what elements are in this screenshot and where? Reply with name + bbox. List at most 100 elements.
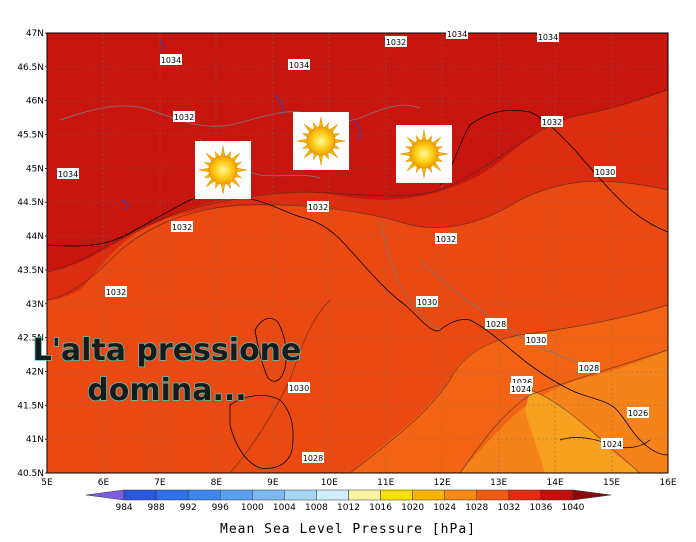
colorbar-segment	[187, 489, 221, 501]
lon-label: 11E	[377, 478, 394, 488]
lat-label: 46N	[26, 97, 44, 107]
isobar-value-labels: 1032 1034 1034 1034 1034 1032 1034 1032 1032 1032…	[57, 28, 649, 463]
colorbar-segment	[316, 489, 349, 501]
colorbar-segment	[572, 489, 612, 501]
colorbar-tick-label: 1004	[273, 503, 296, 513]
lat-label: 41.5N	[17, 401, 44, 411]
lon-label: 13E	[490, 478, 507, 488]
colorbar-segment	[444, 489, 477, 501]
colorbar-tick-label: 1012	[337, 503, 360, 513]
isobar-label: 1028	[578, 362, 600, 373]
isobar-label: 1034	[288, 59, 310, 70]
isobar-label: 1024	[510, 383, 532, 394]
svg-text:1032: 1032	[172, 223, 192, 232]
isobar-lines	[47, 89, 668, 473]
sun-icon-east	[396, 125, 452, 183]
lat-label: 45N	[26, 164, 44, 174]
sun-icon-west	[195, 141, 251, 199]
svg-text:1024: 1024	[602, 440, 622, 449]
lon-label: 16E	[659, 478, 676, 488]
isobar-label: 1032	[171, 221, 193, 232]
latitude-labels: 47N 46.5N 46N 45.5N 45N 44.5N 44N 43.5N 43N 42.5N…	[17, 29, 47, 479]
lon-label: 9E	[267, 478, 279, 488]
colorbar-tick-label: 1040	[561, 503, 584, 513]
sun-icons	[195, 112, 452, 199]
svg-text:1024: 1024	[511, 385, 531, 394]
field-1034	[47, 33, 668, 272]
svg-text:1028: 1028	[303, 454, 323, 463]
isobar-label: 1032	[173, 111, 195, 122]
overlay-text-line1: L'alta pressione	[33, 333, 302, 368]
svg-text:1030: 1030	[417, 298, 437, 307]
longitude-labels: 5E 6E 7E 8E 9E 10E 11E 12E 13E 14E 15E 16E	[41, 478, 677, 488]
isobar-label: 1034	[57, 168, 79, 179]
isobar-label: 1034	[537, 31, 559, 42]
lat-label: 47N	[26, 29, 44, 39]
colorbar-segment	[476, 489, 510, 501]
svg-text:1034: 1034	[58, 170, 78, 179]
lat-label: 45.5N	[17, 131, 44, 141]
isobar-label: 1034	[446, 28, 468, 39]
colorbar-segment	[508, 489, 542, 501]
lakes-rivers	[121, 39, 361, 211]
lat-label: 41N	[26, 435, 44, 445]
colorbar-segment	[348, 489, 381, 501]
isobar-label: 1032	[541, 116, 563, 127]
svg-text:1026: 1026	[512, 378, 532, 387]
isobar-label: 1030	[288, 382, 310, 393]
field-1024	[525, 390, 640, 473]
colorbar-tick-label: 1024	[433, 503, 456, 513]
lon-label: 5E	[41, 478, 53, 488]
isobar-label: 1030	[416, 296, 438, 307]
lon-label: 8E	[211, 478, 223, 488]
svg-text:1034: 1034	[538, 33, 558, 42]
colorbar-title: Mean Sea Level Pressure [hPa]	[220, 522, 476, 537]
isobar-label: 1032	[385, 36, 407, 47]
isobar-label: 1032	[105, 286, 127, 297]
svg-text:1032: 1032	[308, 203, 328, 212]
lon-label: 14E	[547, 478, 564, 488]
lon-label: 12E	[434, 478, 451, 488]
lat-label: 44N	[26, 232, 44, 242]
svg-text:1030: 1030	[526, 336, 546, 345]
colorbar-segment	[123, 489, 157, 501]
map-frame	[46, 32, 669, 474]
lat-label: 42N	[26, 367, 44, 377]
graticule	[47, 33, 668, 473]
lon-label: 7E	[154, 478, 166, 488]
colorbar-tick-label: 1016	[369, 503, 392, 513]
lon-label: 6E	[98, 478, 110, 488]
lat-label: 40.5N	[17, 469, 44, 479]
colorbar-tick-label: 1000	[241, 503, 264, 513]
pressure-field	[47, 33, 668, 473]
colorbar-tick-label: 1032	[497, 503, 520, 513]
isobar-label: 1034	[160, 54, 182, 65]
lat-label: 46.5N	[17, 63, 44, 73]
colorbar-segment	[380, 489, 413, 501]
svg-text:1034: 1034	[447, 30, 467, 39]
colorbar-segment	[540, 489, 574, 501]
isobar-label: 1026	[627, 407, 649, 418]
colorbar-tick-label: 984	[115, 503, 132, 513]
svg-text:1032: 1032	[542, 118, 562, 127]
lon-label: 15E	[603, 478, 620, 488]
svg-text:1034: 1034	[161, 56, 181, 65]
colorbar-segment	[252, 489, 285, 501]
isobar-label: 1026	[511, 376, 533, 387]
colorbar-tick-label: 1028	[465, 503, 488, 513]
isobar-label: 1028	[485, 318, 507, 329]
colorbar-tick-label: 992	[180, 503, 197, 513]
svg-text:1034: 1034	[289, 61, 309, 70]
colorbar-segment	[220, 489, 253, 501]
svg-text:1032: 1032	[106, 288, 126, 297]
svg-text:1028: 1028	[579, 364, 599, 373]
colorbar-segment	[155, 489, 189, 501]
colorbar-segment	[85, 489, 125, 501]
lat-label: 44.5N	[17, 198, 44, 208]
isobar-label: 1024	[601, 438, 623, 449]
overlay-text-line2: domina...	[87, 373, 246, 408]
svg-text:1026: 1026	[628, 409, 648, 418]
lat-label: 42.5N	[17, 334, 44, 344]
